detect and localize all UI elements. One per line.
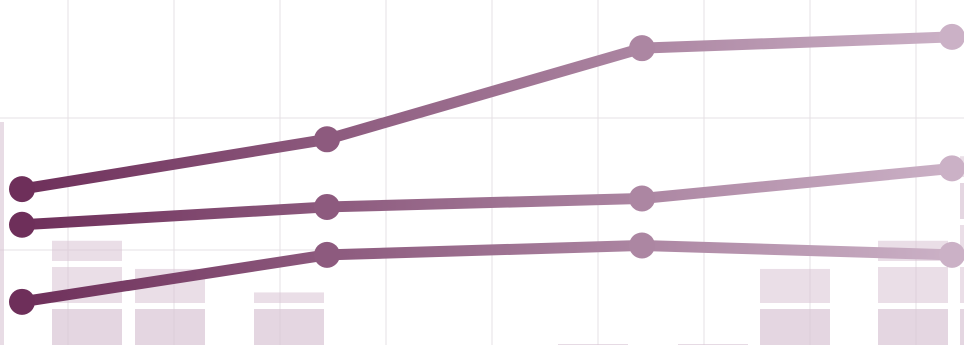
background-bar	[760, 268, 830, 345]
background-bar-edge	[0, 122, 4, 345]
series-point	[939, 155, 964, 182]
bar-segment	[960, 225, 964, 261]
bar-segment	[52, 240, 122, 261]
series-point	[314, 241, 340, 268]
background-bar	[254, 292, 324, 345]
bar-segment	[52, 309, 122, 345]
bar-segment	[254, 309, 324, 345]
bar-segment	[254, 292, 324, 303]
series-point	[9, 176, 35, 203]
series-point	[939, 23, 964, 50]
bar-segment	[878, 267, 948, 303]
series-point	[629, 35, 655, 62]
series-point	[629, 232, 655, 259]
series-lines	[9, 23, 964, 315]
series-line	[16, 162, 958, 231]
series-point	[314, 126, 340, 153]
series-line	[16, 239, 958, 308]
bar-segment	[135, 309, 205, 345]
series-point	[9, 211, 35, 238]
bar-segment	[960, 183, 964, 219]
bar-segment	[760, 309, 830, 345]
bar-segment	[878, 309, 948, 345]
bar-segment	[960, 309, 964, 345]
series-line	[16, 31, 958, 195]
bar-segment	[760, 268, 830, 303]
background-bars	[0, 122, 964, 345]
series-point	[314, 193, 340, 220]
series-point	[9, 288, 35, 315]
bar-segment	[960, 267, 964, 303]
series-point	[939, 241, 964, 268]
series-point	[629, 185, 655, 212]
